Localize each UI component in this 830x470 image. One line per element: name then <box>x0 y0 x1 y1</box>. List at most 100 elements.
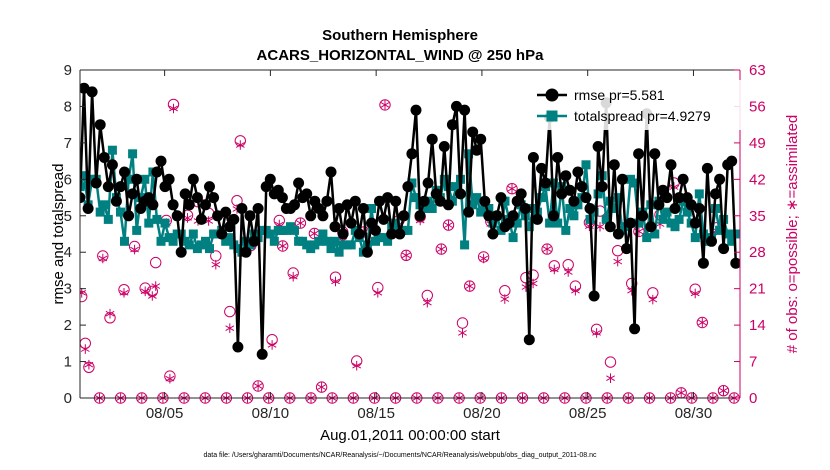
rmse-point <box>491 210 503 222</box>
rmse-point <box>531 213 543 225</box>
x-tick-label: 08/20 <box>463 405 501 422</box>
obs-assimilated-point <box>253 381 263 391</box>
obs-assimilated-point <box>317 382 326 392</box>
rmse-point <box>483 210 495 222</box>
y-tick-label: 2 <box>64 317 72 334</box>
rmse-point <box>730 257 740 269</box>
rmse-point <box>220 206 232 218</box>
spread-point <box>682 207 692 217</box>
rmse-point <box>131 173 143 185</box>
rmse-point <box>552 152 564 163</box>
spread-point <box>367 204 376 213</box>
rmse-point <box>689 217 701 229</box>
spread-point <box>265 229 275 239</box>
spread-point <box>468 200 478 210</box>
obs-assimilated-point <box>542 244 552 254</box>
x-tick-label: 08/10 <box>252 405 290 422</box>
rmse-point <box>665 159 677 171</box>
spread-point <box>545 218 555 228</box>
rmse-point <box>471 144 483 156</box>
rmse-point <box>390 195 402 207</box>
rmse-point <box>357 203 369 214</box>
spread-point <box>269 236 279 246</box>
spread-point <box>116 207 125 217</box>
obs-assimilated-point <box>676 388 686 398</box>
y2-tick-label: 42 <box>749 171 766 188</box>
spread-point <box>723 229 733 239</box>
spread-point <box>201 236 210 246</box>
rmse-point <box>418 195 430 207</box>
spread-point <box>512 218 522 228</box>
rmse-point <box>361 246 373 258</box>
rmse-point <box>337 228 349 240</box>
rmse-point <box>256 348 268 360</box>
rmse-point <box>252 203 264 214</box>
rmse-point <box>653 199 665 211</box>
rmse-point <box>98 152 110 163</box>
rmse-point <box>637 210 649 222</box>
rmse-point <box>625 217 636 229</box>
spread-point <box>128 149 138 159</box>
rmse-point <box>515 188 527 200</box>
rmse-point <box>479 195 491 207</box>
obs-assimilated-point <box>422 297 432 308</box>
legend-rmse-label: rmse pr=5.581 <box>574 87 665 103</box>
obs-assimilated-point <box>130 244 139 255</box>
spread-point <box>658 214 668 224</box>
rmse-point <box>175 246 187 258</box>
obs-possible-point <box>379 99 391 111</box>
y-tick-label: 6 <box>64 171 72 188</box>
obs-possible-point <box>604 356 617 368</box>
rmse-point <box>710 188 721 200</box>
obs-possible-point <box>400 249 412 262</box>
obs-assimilated-point <box>151 281 161 291</box>
rmse-point <box>183 199 195 211</box>
spread-point <box>99 200 109 210</box>
spread-point <box>132 225 142 235</box>
spread-point <box>609 204 619 213</box>
y-tick-label: 1 <box>64 354 72 371</box>
spread-point <box>383 236 393 246</box>
rmse-point <box>621 243 632 255</box>
rmse-point <box>523 334 535 346</box>
spread-point <box>553 218 563 228</box>
rmse-point <box>604 221 616 233</box>
obs-assimilated-point <box>479 253 489 264</box>
rmse-point <box>127 188 139 200</box>
x-axis-label: Aug.01,2011 00:00:00 start <box>320 427 501 444</box>
rmse-point <box>370 224 381 236</box>
rmse-point <box>645 221 657 233</box>
rmse-point <box>378 213 390 225</box>
rmse-point <box>414 210 426 222</box>
rmse-point <box>701 162 713 174</box>
rmse-point <box>147 199 159 211</box>
spread-point <box>508 233 518 243</box>
rmse-point <box>633 148 645 160</box>
rmse-point <box>123 210 135 222</box>
rmse-point <box>507 210 519 222</box>
rmse-point <box>438 141 450 152</box>
rmse-point <box>248 235 260 247</box>
chart-title: Southern Hemisphere <box>322 27 478 44</box>
rmse-point <box>649 148 661 160</box>
spread-point <box>403 225 413 235</box>
spread-point <box>103 214 113 224</box>
rmse-point <box>82 203 94 214</box>
obs-assimilated-point <box>288 271 298 282</box>
obs-assimilated-point <box>309 228 319 239</box>
rmse-point <box>693 203 705 214</box>
obs-assimilated-point <box>225 323 235 333</box>
rmse-point <box>216 228 228 240</box>
spread-point <box>613 193 623 203</box>
obs-possible-point <box>506 183 518 195</box>
obs-assimilated-point <box>719 385 728 396</box>
rmse-point <box>80 192 86 204</box>
rmse-point <box>394 228 406 240</box>
spread-point <box>674 214 684 224</box>
spread-point <box>662 207 672 217</box>
rmse-point <box>726 155 738 167</box>
y-tick-label: 8 <box>64 98 72 115</box>
obs-possible-point <box>435 243 447 255</box>
rmse-point <box>289 199 300 211</box>
spread-point <box>411 193 421 203</box>
